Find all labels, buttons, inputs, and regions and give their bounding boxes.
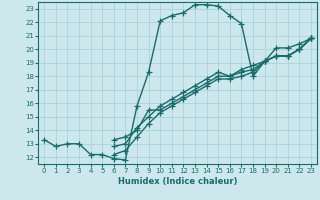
X-axis label: Humidex (Indice chaleur): Humidex (Indice chaleur) <box>118 177 237 186</box>
